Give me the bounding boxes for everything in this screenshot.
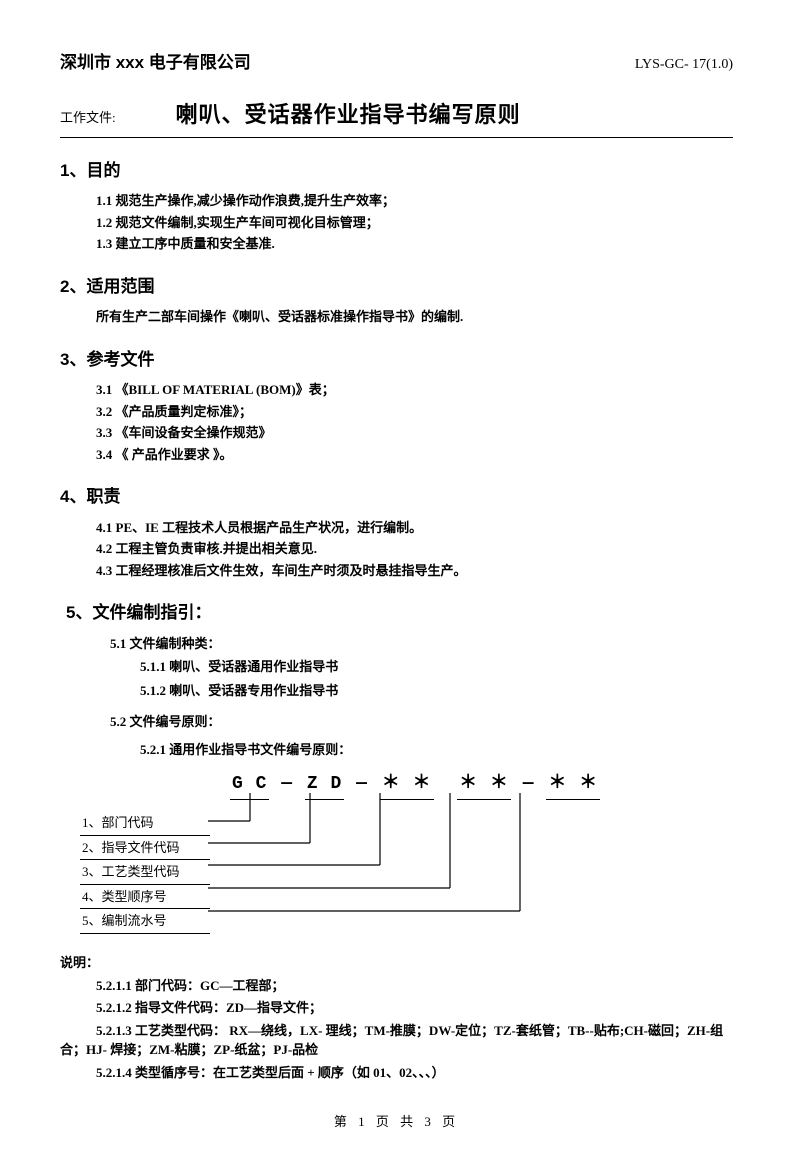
notes-heading: 说明：	[60, 953, 733, 973]
diagram-label-4: 4、类型顺序号	[80, 885, 210, 910]
diagram-labels: 1、部门代码 2、指导文件代码 3、工艺类型代码 4、类型顺序号 5、编制流水号	[80, 811, 210, 934]
note-5-2-1-3: 5.2.1.3 工艺类型代码： RX—绕线，LX- 理线；TM-推膜；DW-定位…	[60, 1023, 723, 1058]
page-header: 深圳市 xxx 电子有限公司 LYS-GC- 17(1.0)	[60, 50, 733, 76]
numbering-diagram: G C — Z D — ＊ ＊ ＊ ＊ — ＊ ＊ 1、部门代码 2、指导文件代…	[80, 771, 733, 941]
code-sep-3: —	[523, 774, 535, 794]
item-1-3: 1.3 建立工序中质量和安全基准.	[96, 234, 733, 254]
item-1-1: 1.1 规范生产操作,减少操作动作浪费,提升生产效率；	[96, 191, 733, 211]
item-3-2: 3.2 《产品质量判定标准》；	[96, 402, 733, 422]
item-1-2: 1.2 规范文件编制,实现生产车间可视化目标管理；	[96, 213, 733, 233]
section-3-heading: 3、参考文件	[60, 347, 733, 373]
note-5-2-1-1: 5.2.1.1 部门代码：GC—工程部；	[96, 976, 733, 996]
item-3-3: 3.3 《车间设备安全操作规范》	[96, 423, 733, 443]
code-sep-1: —	[281, 774, 293, 794]
item-4-2: 4.2 工程主管负责审核.并提出相关意见.	[96, 539, 733, 559]
code-part-5: ＊ ＊	[546, 771, 600, 800]
item-3-1: 3.1 《BILL OF MATERIAL (BOM)》表；	[96, 380, 733, 400]
section-1-heading: 1、目的	[60, 158, 733, 184]
item-5-2-1: 5.2.1 通用作业指导书文件编号原则：	[140, 740, 733, 760]
section-2-heading: 2、适用范围	[60, 274, 733, 300]
code-part-3: ＊ ＊	[380, 771, 434, 800]
note-5-2-1-2: 5.2.1.2 指导文件代码：ZD—指导文件；	[96, 998, 733, 1018]
code-formula: G C — Z D — ＊ ＊ ＊ ＊ — ＊ ＊	[230, 771, 600, 800]
document-code: LYS-GC- 17(1.0)	[635, 54, 733, 75]
diagram-label-5: 5、编制流水号	[80, 909, 210, 934]
section-4-heading: 4、职责	[60, 484, 733, 510]
code-part-2: Z D	[305, 771, 344, 800]
item-5-1: 5.1 文件编制种类：	[110, 634, 733, 654]
note-5-2-1-4: 5.2.1.4 类型循序号：在工艺类型后面 + 顺序（如 01、02、、、）	[96, 1063, 733, 1083]
item-3-4: 3.4 《 产品作业要求 》。	[96, 445, 733, 465]
code-part-4: ＊ ＊	[457, 771, 511, 800]
document-title: 喇叭、受话器作业指导书编写原则	[176, 98, 521, 131]
code-sep-2: —	[356, 774, 368, 794]
section-2-body: 所有生产二部车间操作《喇叭、受话器标准操作指导书》的编制.	[96, 307, 733, 327]
diagram-label-3: 3、工艺类型代码	[80, 860, 210, 885]
company-name: 深圳市 xxx 电子有限公司	[60, 50, 251, 76]
code-part-1: G C	[230, 771, 269, 800]
title-row: 工作文件: 喇叭、受话器作业指导书编写原则	[60, 98, 733, 138]
diagram-label-1: 1、部门代码	[80, 811, 210, 836]
section-5-heading: 5、文件编制指引：	[66, 600, 733, 626]
item-5-1-2: 5.1.2 喇叭、受话器专用作业指导书	[140, 681, 733, 701]
item-4-1: 4.1 PE、IE 工程技术人员根据产品生产状况，进行编制。	[96, 518, 733, 538]
item-5-1-1: 5.1.1 喇叭、受话器通用作业指导书	[140, 657, 733, 677]
doc-type-label: 工作文件:	[60, 108, 116, 128]
item-5-2: 5.2 文件编号原则：	[110, 712, 733, 732]
diagram-label-2: 2、指导文件代码	[80, 836, 210, 861]
item-4-3: 4.3 工程经理核准后文件生效，车间生产时须及时悬挂指导生产。	[96, 561, 733, 581]
